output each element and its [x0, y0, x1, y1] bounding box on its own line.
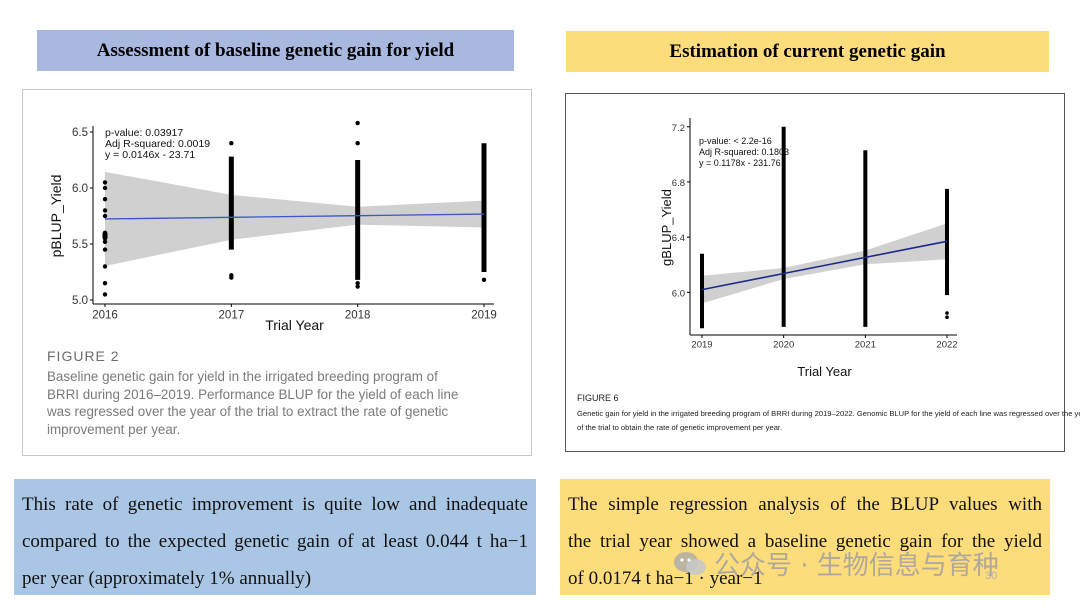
left-caption-title: FIGURE 2: [47, 348, 120, 364]
x-axis-label: Trial Year: [265, 317, 324, 333]
left-chart: 5.0 5.5 6.0 6.5 2016 2017 2018 2019 Trial Year pB…: [48, 120, 497, 333]
data-point: [355, 284, 360, 289]
caption-line: Genetic gain for yield in the irrigated …: [577, 409, 1080, 418]
data-point: [102, 264, 108, 269]
x-tick-label: 2021: [855, 340, 876, 351]
y-axis-label: gBLUP_Yield: [659, 189, 674, 266]
y-tick-label: 5.5: [72, 239, 88, 251]
right-caption-title: FIGURE 6: [577, 393, 619, 403]
caption-line: BRRI during 2016–2019. Performance BLUP …: [47, 386, 459, 402]
regression-line: [701, 240, 948, 291]
x-tick-label: 2019: [471, 310, 497, 322]
caption-line: improvement per year.: [47, 421, 181, 437]
x-tick-label: 2017: [219, 310, 245, 322]
right-caption: Genetic gain for yield in the irrigated …: [577, 407, 1080, 435]
stats-annotation: Adj R-squared: 0.1803: [699, 147, 789, 157]
bottom-left-note: This rate of genetic improvement is quit…: [14, 479, 536, 595]
data-point: [102, 236, 108, 241]
left-caption: Baseline genetic gain for yield in the i…: [47, 368, 458, 438]
data-point: [102, 239, 108, 244]
right-chart: 6.0 6.4 6.8 7.2 2019 2020 2021 2022 Trial Year gB…: [659, 118, 958, 379]
data-point: [229, 273, 234, 278]
data-point: [481, 277, 487, 283]
note-line: the trial year showed a baseline genetic…: [568, 531, 1042, 552]
data-point: [102, 230, 108, 235]
caption-line: Baseline genetic gain for yield in the i…: [47, 369, 438, 384]
x-tick-label: 2018: [345, 310, 371, 322]
caption-line: was regressed over the year of the trial…: [47, 404, 449, 419]
right-section-header: Estimation of current genetic gain: [566, 31, 1049, 72]
data-point: [102, 185, 108, 191]
y-axis-label: pBLUP_Yield: [48, 175, 64, 258]
y-tick-label: 6.0: [672, 288, 685, 299]
data-point: [102, 292, 108, 297]
stats-annotation: y = 0.0146x - 23.71: [105, 149, 195, 161]
stats-annotation: p-value: < 2.2e-16: [699, 136, 772, 146]
stats-annotation: Adj R-squared: 0.0019: [105, 138, 210, 150]
y-tick-label: 7.2: [672, 123, 685, 134]
right-figure: 6.0 6.4 6.8 7.2 2019 2020 2021 2022 Trial Year gB…: [565, 93, 1080, 452]
y-tick-label: 5.0: [72, 295, 88, 307]
watermark-text: 公众号 · 生物信息与育种: [714, 551, 999, 581]
confidence-band: [702, 223, 947, 304]
x-tick-label: 2019: [691, 340, 712, 351]
left-figure: 5.0 5.5 6.0 6.5 2016 2017 2018 2019 Trial Year pB…: [22, 89, 532, 456]
y-tick-label: 6.4: [672, 233, 685, 244]
confidence-band: [105, 171, 484, 266]
y-tick-label: 6.8: [672, 178, 685, 189]
left-section-header: Assessment of baseline genetic gain for …: [37, 30, 514, 71]
page-number: 30: [985, 570, 998, 582]
note-line: of 0.0174 t ha−1 · year−1: [568, 568, 763, 589]
data-point: [355, 141, 360, 146]
data-point: [102, 197, 108, 202]
data-point: [102, 213, 108, 219]
bottom-right-note: The simple regression analysis of the BL…: [560, 479, 1050, 595]
x-tick-label: 2022: [936, 340, 957, 351]
watermark: 公众号 · 生物信息与育种: [672, 545, 999, 582]
x-tick-label: 2020: [773, 340, 794, 351]
stats-annotation: p-value: 0.03917: [105, 127, 183, 139]
y-tick-label: 6.0: [72, 183, 88, 195]
note-line: This rate of genetic improvement is quit…: [22, 494, 528, 515]
data-point: [945, 315, 949, 319]
left-header-text: Assessment of baseline genetic gain for …: [96, 39, 455, 61]
regression-line: [104, 213, 485, 220]
data-point: [102, 208, 108, 213]
y-tick-label: 6.5: [72, 127, 88, 139]
data-point: [945, 311, 949, 315]
note-line: The simple regression analysis of the BL…: [568, 494, 1042, 515]
data-point: [229, 141, 234, 146]
wechat-icon: [674, 551, 706, 575]
note-line: compared to the expected genetic gain of…: [22, 531, 528, 552]
data-point: [355, 281, 360, 286]
note-line: per year (approximately 1% annually): [22, 568, 312, 589]
caption-line: of the trial to obtain the rate of genet…: [577, 423, 783, 432]
data-point: [102, 247, 108, 252]
stats-annotation: y = 0.1178x - 231.76: [699, 158, 781, 168]
data-point: [102, 281, 108, 286]
data-point: [102, 180, 108, 185]
right-header-text: Estimation of current genetic gain: [669, 40, 946, 62]
data-point: [355, 120, 360, 126]
x-axis-label: Trial Year: [797, 364, 852, 379]
x-tick-label: 2016: [92, 310, 118, 322]
